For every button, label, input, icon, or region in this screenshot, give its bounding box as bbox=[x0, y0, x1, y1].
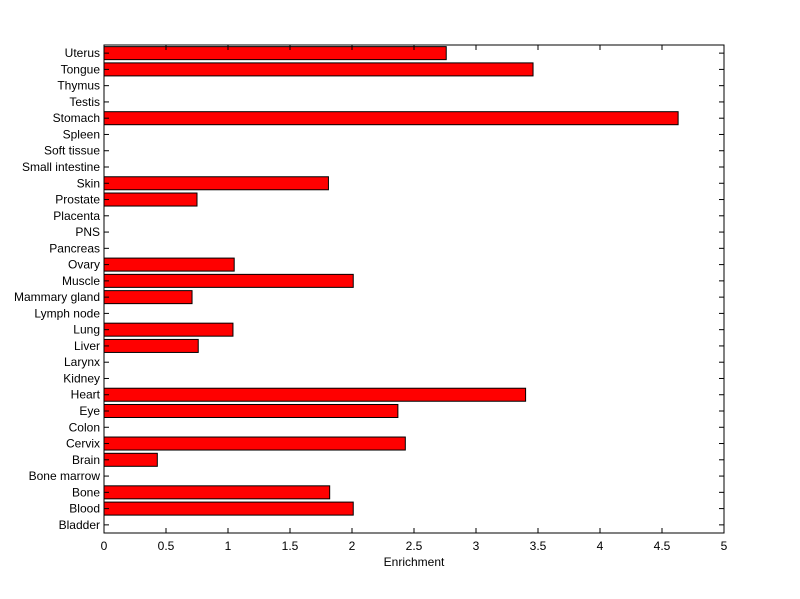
y-tick-label: Cervix bbox=[66, 437, 100, 451]
y-tick-label: Colon bbox=[69, 420, 100, 434]
x-tick-label: 1 bbox=[225, 539, 232, 553]
y-tick-label: Bone marrow bbox=[29, 469, 101, 483]
x-tick-label: 2.5 bbox=[406, 539, 423, 553]
y-tick-label: Liver bbox=[74, 339, 100, 353]
bar-mammary-gland bbox=[103, 290, 193, 305]
y-tick-label: Small intestine bbox=[22, 160, 100, 174]
x-tick-label: 4.5 bbox=[654, 539, 671, 553]
y-tick-label: Soft tissue bbox=[44, 144, 100, 158]
bar-bone bbox=[103, 485, 331, 500]
bar-heart bbox=[103, 387, 527, 402]
y-tick-label: Lung bbox=[73, 323, 100, 337]
y-tick-label: Stomach bbox=[53, 111, 100, 125]
y-tick-label: Placenta bbox=[53, 209, 100, 223]
y-tick-label: PNS bbox=[75, 225, 100, 239]
bars-group bbox=[103, 46, 679, 516]
y-tick-label: Kidney bbox=[63, 371, 100, 385]
x-tick-label: 3 bbox=[473, 539, 480, 553]
y-tick-label: Spleen bbox=[63, 127, 100, 141]
bar-tongue bbox=[103, 62, 534, 77]
bar-ovary bbox=[103, 257, 235, 272]
x-tick-label: 0.5 bbox=[158, 539, 175, 553]
y-tick-label: Bladder bbox=[59, 518, 100, 532]
x-tick-label: 2 bbox=[349, 539, 356, 553]
y-tick-label: Mammary gland bbox=[14, 290, 100, 304]
y-tick-label: Uterus bbox=[65, 46, 100, 60]
y-tick-label: Eye bbox=[79, 404, 100, 418]
y-tick-label: Bone bbox=[72, 485, 100, 499]
y-tick-label: Ovary bbox=[68, 258, 100, 272]
bar-brain bbox=[103, 452, 158, 467]
bar-uterus bbox=[103, 46, 447, 61]
y-tick-label: Muscle bbox=[62, 274, 100, 288]
y-tick-labels: Bladder Blood Bone Bone marrow Brain Cervix Co… bbox=[14, 46, 101, 532]
bar-cervix bbox=[103, 436, 406, 451]
x-tick-label: 3.5 bbox=[530, 539, 547, 553]
bar-eye bbox=[103, 403, 399, 419]
x-tick-labels: 0 0.5 1 1.5 2 2.5 3 3.5 4 4.5 5 bbox=[101, 539, 728, 553]
y-tick-label: Thymus bbox=[57, 79, 100, 93]
y-tick-label: Testis bbox=[69, 95, 100, 109]
x-tick-label: 5 bbox=[721, 539, 728, 553]
bar-prostate bbox=[103, 192, 198, 207]
y-tick-label: Prostate bbox=[55, 193, 100, 207]
y-tick-label: Brain bbox=[72, 453, 100, 467]
y-tick-label: Pancreas bbox=[49, 241, 100, 255]
x-tick-label: 1.5 bbox=[282, 539, 299, 553]
bar-blood bbox=[103, 501, 354, 516]
x-tick-label: 0 bbox=[101, 539, 108, 553]
bar-lung bbox=[103, 322, 234, 337]
y-tick-label: Skin bbox=[77, 176, 100, 190]
y-tick-label: Larynx bbox=[64, 355, 100, 369]
y-tick-label: Lymph node bbox=[34, 306, 100, 320]
y-tick-label: Blood bbox=[69, 502, 100, 516]
bar-muscle bbox=[103, 273, 354, 288]
x-tick-label: 4 bbox=[597, 539, 604, 553]
ticks-group bbox=[103, 45, 725, 533]
y-tick-label: Tongue bbox=[61, 62, 101, 76]
y-tick-label: Heart bbox=[71, 388, 101, 402]
x-axis-label: Enrichment bbox=[384, 555, 445, 569]
bar-stomach bbox=[103, 111, 679, 126]
bar-liver bbox=[103, 338, 199, 353]
bar-skin bbox=[103, 176, 329, 191]
